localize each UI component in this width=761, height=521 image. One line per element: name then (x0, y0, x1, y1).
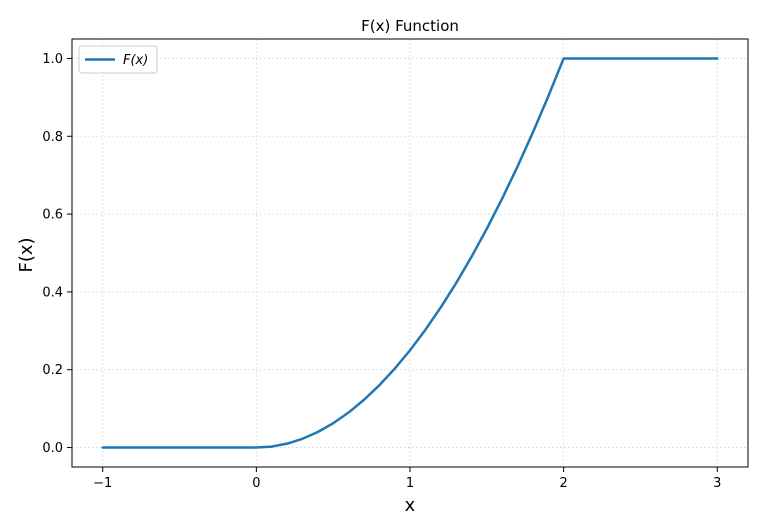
series-layer (101, 57, 719, 449)
x-tick-label: −1 (93, 476, 112, 491)
x-tick-label: 0 (252, 476, 260, 491)
chart-title: F(x) Function (361, 17, 459, 35)
legend: F(x) (78, 45, 158, 74)
y-tick-label: 0.2 (42, 363, 63, 378)
x-tick-label: 2 (559, 476, 567, 491)
y-axis-label: F(x) (16, 237, 37, 272)
y-tick-label: 0.8 (42, 130, 63, 145)
y-tick-label: 0.4 (42, 285, 63, 300)
x-tick-label: 3 (713, 476, 721, 491)
axis-ticks: −1 0 1 2 3 0.0 0.2 0.4 0.6 0.8 1.0 (42, 52, 721, 491)
series-line-F (101, 57, 719, 449)
y-tick-label: 0.6 (42, 208, 63, 223)
x-tick-label: 1 (406, 476, 414, 491)
y-tick-label: 0.0 (42, 441, 63, 456)
x-axis-label: x (405, 495, 416, 516)
legend-box (78, 45, 158, 74)
legend-label: F(x) (123, 53, 148, 68)
y-tick-label: 1.0 (42, 52, 63, 67)
